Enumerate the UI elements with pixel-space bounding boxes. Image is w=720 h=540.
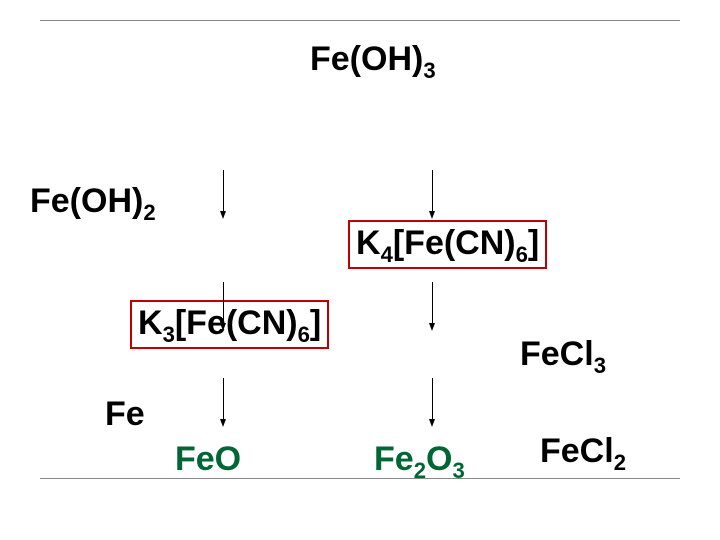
arrow-shaft [432, 282, 433, 324]
formula-text: Fe(OH) [310, 40, 423, 78]
formula-text: FeCl [540, 432, 614, 470]
arrow-head-icon [429, 323, 435, 331]
formula-feoh2: Fe(OH)2 [30, 182, 156, 221]
subscript: 2 [414, 458, 426, 483]
arrow-shaft [432, 170, 433, 212]
formula-text: Fe(OH) [30, 182, 143, 220]
formula-text: FeO [175, 440, 241, 478]
arrow-shaft [223, 170, 224, 212]
formula-text: FeCl [520, 335, 594, 373]
subscript: 6 [516, 242, 528, 267]
formula-text: [Fe(CN) [175, 304, 298, 342]
subscript: 2 [614, 450, 626, 475]
formula-fecl2: FeCl2 [540, 432, 626, 471]
formula-fecl3: FeCl3 [520, 335, 606, 374]
subscript: 4 [381, 242, 393, 267]
bottom-rule [40, 478, 680, 479]
subscript: 2 [143, 200, 155, 225]
arrow-head-icon [429, 419, 435, 427]
arrow-head-icon [429, 211, 435, 219]
subscript: 6 [298, 322, 310, 347]
formula-text: Fe [374, 440, 414, 478]
arrow-shaft [432, 378, 433, 420]
formula-text: ] [310, 304, 321, 342]
arrow-shaft [223, 378, 224, 420]
subscript: 3 [452, 458, 464, 483]
arrow-head-icon [220, 323, 226, 331]
formula-text: ] [528, 224, 539, 262]
formula-text: O [426, 440, 452, 478]
formula-fe: Fe [105, 395, 145, 434]
formula-text: K [356, 224, 381, 262]
formula-feoh3: Fe(OH)3 [310, 40, 436, 79]
formula-text: K [138, 304, 163, 342]
top-rule [40, 20, 680, 21]
formula-k4fecn6: K4[Fe(CN)6] [348, 220, 547, 269]
formula-feo: FeO [175, 440, 241, 479]
formula-text: Fe [105, 395, 145, 433]
arrow-head-icon [220, 211, 226, 219]
subscript: 3 [594, 353, 606, 378]
arrow-head-icon [220, 419, 226, 427]
diagram-stage: Fe(OH)3 Fe(OH)2 K4[Fe(CN)6] K3[Fe(CN)6] … [0, 0, 720, 540]
formula-text: [Fe(CN) [393, 224, 516, 262]
subscript: 3 [163, 322, 175, 347]
formula-fe2o3: Fe2O3 [374, 440, 465, 479]
formula-k3fecn6: K3[Fe(CN)6] [130, 300, 329, 349]
subscript: 3 [423, 58, 435, 83]
arrow-shaft [223, 282, 224, 324]
